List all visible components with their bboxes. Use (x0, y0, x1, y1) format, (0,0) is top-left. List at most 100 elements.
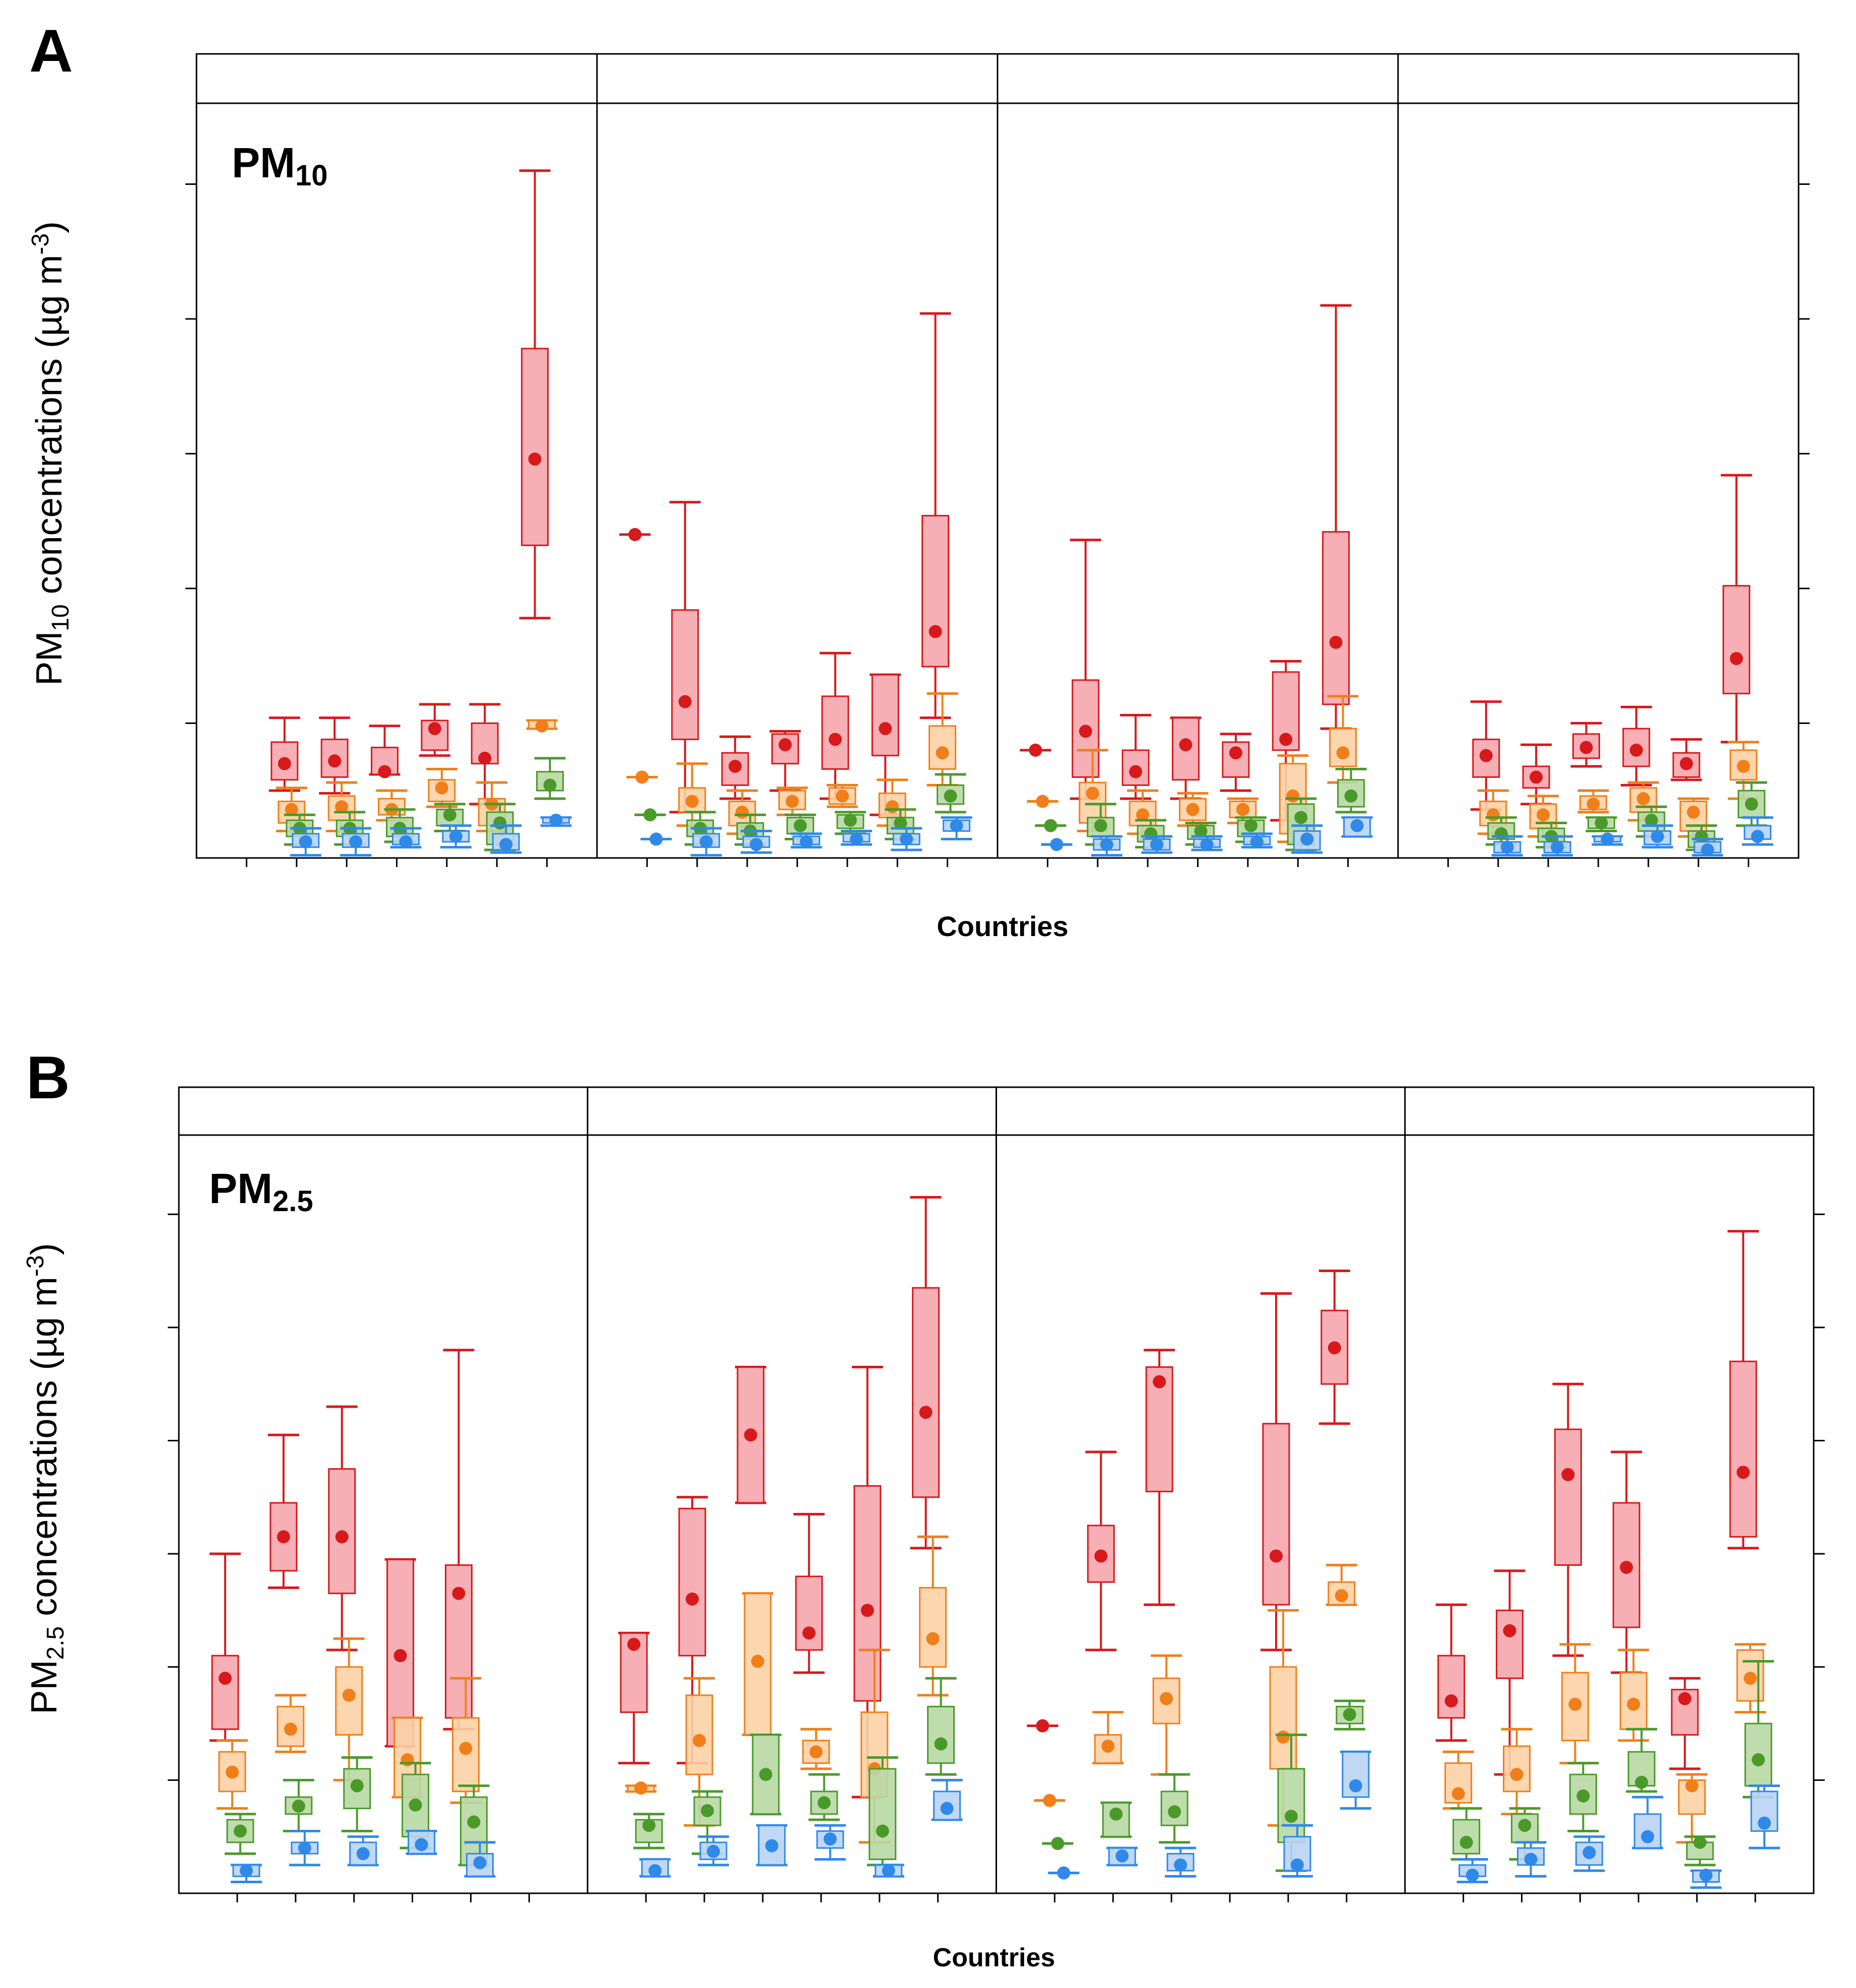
panel-b-ylabel-end: ) (24, 1243, 64, 1255)
median-point (1745, 798, 1758, 811)
panel-a-ylabel: PM10 concentrations (µg m-3) (27, 221, 74, 686)
box-fr-blue (698, 1835, 730, 1867)
box-body (1472, 739, 1500, 778)
box-it-red (384, 1558, 416, 1748)
median-point (835, 789, 849, 803)
median-point (292, 1800, 305, 1813)
panel-b-xlabel: Countries (933, 1943, 1055, 1972)
median-point (1284, 1810, 1298, 1823)
box-body (678, 1507, 706, 1656)
median-point (1153, 1375, 1166, 1388)
box-body (671, 609, 699, 741)
box-es-red (1470, 700, 1502, 811)
median-point (1094, 819, 1107, 832)
box-body (1322, 531, 1350, 705)
median-point (1350, 819, 1364, 832)
box-it-blue (840, 830, 872, 846)
median-point (1029, 744, 1042, 757)
box-es-red (669, 501, 701, 814)
median-point (1530, 770, 1543, 784)
median-point (543, 778, 557, 792)
median-point (843, 814, 857, 827)
median-point (879, 722, 892, 736)
box-pt-orange (450, 1677, 482, 1804)
median-point (1036, 794, 1049, 808)
median-point (528, 452, 542, 466)
box-it-red (1620, 705, 1652, 787)
box-es-orange (625, 1781, 657, 1795)
box-hr-orange (742, 1592, 773, 1737)
box-it-green (400, 1762, 431, 1849)
median-point (349, 835, 363, 848)
median-point (1279, 733, 1293, 746)
median-point (1150, 838, 1164, 851)
median-point (298, 1841, 311, 1855)
box-hr-red (769, 730, 801, 792)
box-fr-orange (726, 789, 758, 835)
box-body (1678, 1779, 1706, 1815)
box-hr-blue (390, 827, 422, 849)
box-body (869, 1768, 897, 1861)
median-point (1500, 840, 1514, 854)
panel-a-pollutant-sub: 10 (295, 159, 328, 192)
median-point (750, 838, 763, 851)
box-body (853, 1485, 882, 1702)
box-pt-red (1270, 659, 1302, 822)
box-fr-orange (275, 1694, 306, 1753)
median-point (926, 1632, 940, 1645)
box-body (921, 515, 950, 668)
median-point (1109, 1807, 1123, 1821)
median-point (478, 752, 492, 765)
box-tr-blue (1749, 1784, 1780, 1849)
box-hr-green (1567, 1762, 1599, 1832)
panel-a-ylabel-base: PM (29, 631, 70, 686)
box-fr-red (719, 735, 751, 800)
box-body (211, 1654, 239, 1730)
median-point (648, 1864, 662, 1878)
box-tr-orange (926, 692, 958, 787)
box-tr-blue (1340, 1750, 1371, 1810)
box-pt-green (1275, 1734, 1307, 1872)
box-hr-orange (1577, 789, 1609, 814)
box-hr-orange (333, 1637, 365, 1781)
median-point (350, 1779, 364, 1793)
box-body (1269, 1666, 1297, 1770)
median-point (1685, 1779, 1699, 1793)
box-fr-blue (1515, 1841, 1547, 1878)
box-it-green (1626, 1728, 1658, 1793)
median-point (1344, 789, 1358, 803)
median-point (1678, 1692, 1692, 1705)
median-point (342, 1688, 356, 1702)
median-point (443, 808, 456, 822)
box-hr-orange (776, 786, 808, 816)
box-ba-orange (626, 770, 658, 784)
median-point (1730, 652, 1743, 666)
median-point (549, 814, 563, 827)
box-it-orange (800, 1728, 832, 1770)
box-hr-blue (790, 832, 822, 849)
median-point (1050, 838, 1064, 851)
median-point (409, 1798, 422, 1812)
panel-a-xlabel: Countries (937, 910, 1068, 942)
box-body (1554, 1428, 1582, 1566)
median-point (1576, 1789, 1590, 1803)
box-fr-red (268, 1433, 299, 1589)
median-point (1290, 1858, 1304, 1872)
box-body (1729, 1360, 1757, 1538)
box-it-green (434, 803, 466, 832)
box-it-orange (1227, 797, 1258, 824)
median-point (428, 722, 441, 736)
median-point (1737, 760, 1750, 773)
panel-a-ylabel-sup: -3 (27, 233, 54, 255)
median-point (736, 806, 749, 819)
median-point (1229, 746, 1242, 760)
median-point (1510, 1768, 1523, 1781)
box-it-blue (814, 1824, 846, 1861)
median-point (823, 1832, 837, 1846)
box-es-green (1042, 1837, 1074, 1850)
panel-b-ylabel-base: PM (24, 1660, 64, 1714)
median-point (335, 800, 349, 814)
median-point (1758, 1816, 1771, 1830)
box-es-green (1450, 1807, 1482, 1861)
median-point (900, 832, 913, 846)
